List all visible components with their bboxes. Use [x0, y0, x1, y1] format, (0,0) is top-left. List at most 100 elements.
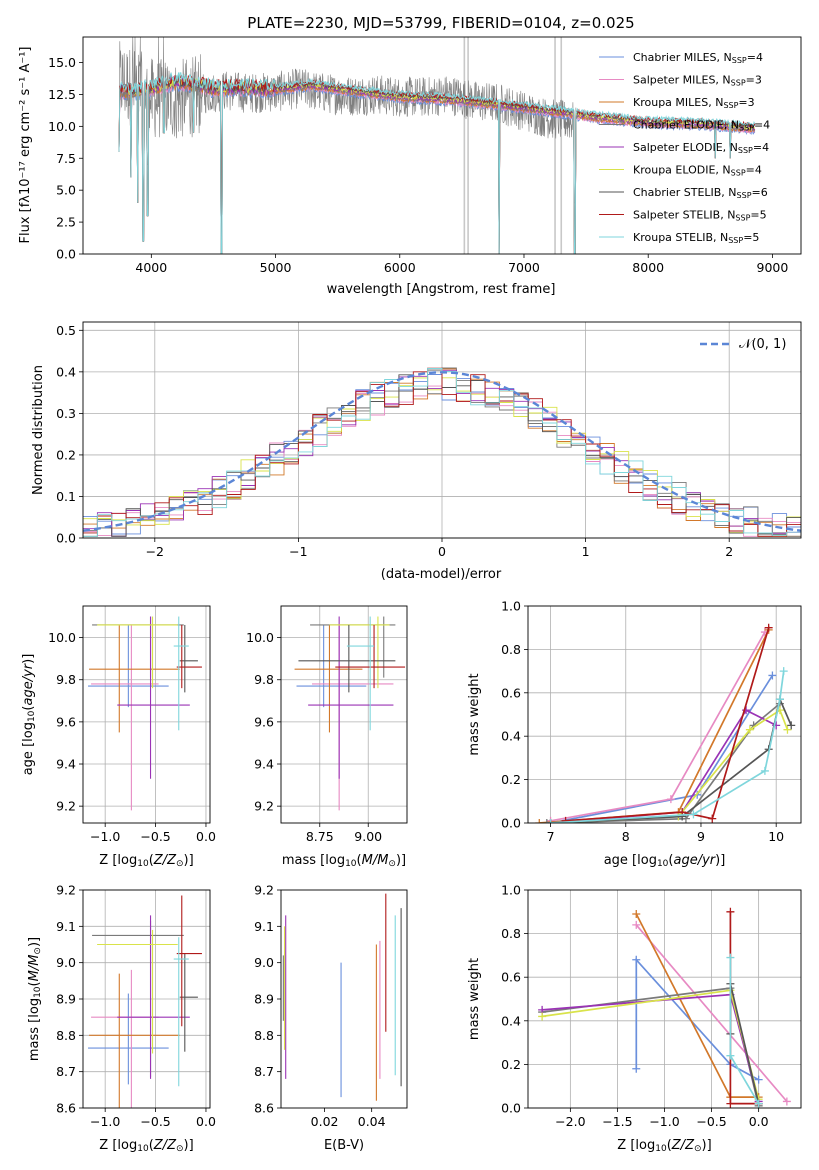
- legend-label: Kroupa MILES, NSSP=3: [633, 96, 755, 110]
- weight-marker: [726, 953, 735, 962]
- x-axis-label: age [log10(age/yr)]: [604, 853, 726, 869]
- y-tick-label: 0.8: [501, 926, 521, 941]
- label-text: (: [21, 706, 36, 711]
- residual-histogram: [83, 368, 801, 538]
- x-tick-label: 0.04: [358, 1114, 386, 1129]
- legend-label: Kroupa STELIB, NSSP=5: [633, 231, 759, 245]
- weight-series: [729, 983, 760, 1104]
- x-axis-label: Z [log10(Z/Z⊙)]: [99, 853, 193, 869]
- legend-sub: SSP: [728, 236, 743, 245]
- weight-marker: [542, 819, 551, 823]
- x-tick-label: −1.0: [649, 1114, 679, 1129]
- weight-series: [539, 629, 770, 823]
- weight-marker: [726, 1051, 735, 1060]
- y-tick-label: 0.2: [56, 447, 76, 462]
- x-tick-label: 9000: [757, 260, 789, 275]
- weight-marker: [768, 671, 777, 680]
- legend-suffix: =4: [753, 141, 769, 154]
- y-tick-label: 0.6: [501, 685, 521, 700]
- label-log-sub: 10: [33, 986, 43, 998]
- axes-frame: [82, 36, 802, 255]
- weight-marker: [538, 1012, 547, 1021]
- y-axis-label: Normed distribution: [31, 365, 46, 495]
- y-tick-label: 0.6: [501, 970, 521, 985]
- legend-suffix: =4: [746, 164, 762, 177]
- legend-label: Salpeter STELIB, NSSP=5: [633, 209, 767, 223]
- weight-marker: [742, 706, 751, 715]
- weight-marker: [535, 819, 544, 823]
- y-tick-label: 9.6: [254, 714, 274, 729]
- weight-marker: [764, 623, 773, 632]
- x-axis-label: mass [log10(M/M⊙)]: [282, 853, 406, 869]
- label-text: (: [667, 1138, 672, 1153]
- label-text: )]: [184, 1138, 194, 1153]
- label-log-sub: 10: [137, 859, 149, 869]
- legend-suffix: =4: [747, 51, 763, 64]
- weight-marker: [632, 920, 641, 929]
- label-log: log: [117, 1138, 137, 1153]
- label-sun-sub: ⊙: [694, 1144, 702, 1154]
- label-text: )]: [27, 937, 42, 947]
- label-text: age [: [21, 742, 36, 775]
- weight-marker: [726, 1099, 735, 1108]
- label-log: log: [21, 722, 36, 742]
- y-tick-label: 0.8: [501, 642, 521, 657]
- y-tick-label: 5.0: [56, 183, 76, 198]
- y-tick-label: 2.5: [56, 215, 76, 230]
- legend-sub: SSP: [731, 169, 746, 178]
- label-text: Z [: [617, 1138, 635, 1153]
- y-tick-label: 0.4: [501, 1013, 521, 1028]
- y-tick-label: 0.0: [56, 247, 76, 262]
- y-tick-label: 9.1: [56, 919, 76, 934]
- x-axis-label: Z [log10(Z/Z⊙)]: [617, 1138, 711, 1154]
- x-tick-label: −0.5: [140, 1114, 170, 1129]
- legend-suffix: =6: [752, 186, 768, 199]
- legend-text: Kroupa MILES, N: [633, 96, 723, 109]
- label-italic: Z/Z: [671, 1138, 695, 1153]
- y-tick-label: 9.4: [254, 757, 274, 772]
- label-text: )]: [184, 853, 194, 868]
- x-tick-label: 2: [725, 544, 733, 559]
- panel-spectrum: 4000 5000 6000 7000 8000 9000 0.0 2.5 5.0 7.5 10.0…: [18, 14, 802, 297]
- y-tick-label: 9.1: [254, 919, 274, 934]
- y-axis-label: age [log10(age/yr)]: [21, 654, 37, 776]
- legend-sub: SSP: [735, 214, 750, 223]
- weight-marker: [632, 955, 641, 964]
- weight-marker: [754, 1099, 763, 1108]
- y-tick-label: 9.2: [254, 799, 274, 814]
- label-text: Z [: [99, 1138, 117, 1153]
- data-spectrum: [119, 37, 577, 204]
- y-tick-label: 9.4: [56, 757, 76, 772]
- legend-label: Chabrier STELIB, NSSP=6: [633, 186, 768, 200]
- label-text: (: [27, 981, 42, 986]
- legend-label: Chabrier ELODIE, NSSP=4: [633, 119, 770, 133]
- x-axis-label: wavelength [Angstrom, rest frame]: [327, 282, 556, 297]
- y-tick-label: 9.0: [56, 955, 76, 970]
- y-axis-label: Flux [fλ10⁻¹⁷ erg cm⁻² s⁻¹ A⁻¹]: [18, 47, 33, 244]
- legend-suffix: =4: [754, 119, 770, 132]
- weight-marker: [689, 810, 698, 819]
- y-tick-label: 0.0: [56, 531, 76, 546]
- y-tick-label: 9.0: [254, 955, 274, 970]
- weight-marker: [787, 721, 796, 730]
- legend-sub: SSP: [723, 101, 738, 110]
- weight-series: [542, 993, 760, 1102]
- weight-series: [635, 957, 760, 1081]
- weight-marker: [775, 695, 784, 704]
- x-tick-label: −2.0: [555, 1114, 585, 1129]
- y-tick-label: 1.0: [501, 599, 521, 614]
- plot-area: [88, 616, 202, 811]
- y-tick-label: 9.8: [254, 672, 274, 687]
- chart-title: PLATE=2230, MJD=53799, FIBERID=0104, z=0…: [247, 14, 634, 32]
- label-text: mass [: [282, 853, 325, 868]
- plot-area: [538, 907, 791, 1108]
- y-tick-label: 8.8: [56, 1028, 76, 1043]
- weight-series: [550, 631, 766, 822]
- label-italic: M/M: [362, 853, 389, 868]
- y-tick-label: 9.2: [56, 883, 76, 898]
- label-text: )]: [702, 1138, 712, 1153]
- weight-series: [550, 696, 792, 823]
- y-tick-label: 0.2: [501, 1057, 521, 1072]
